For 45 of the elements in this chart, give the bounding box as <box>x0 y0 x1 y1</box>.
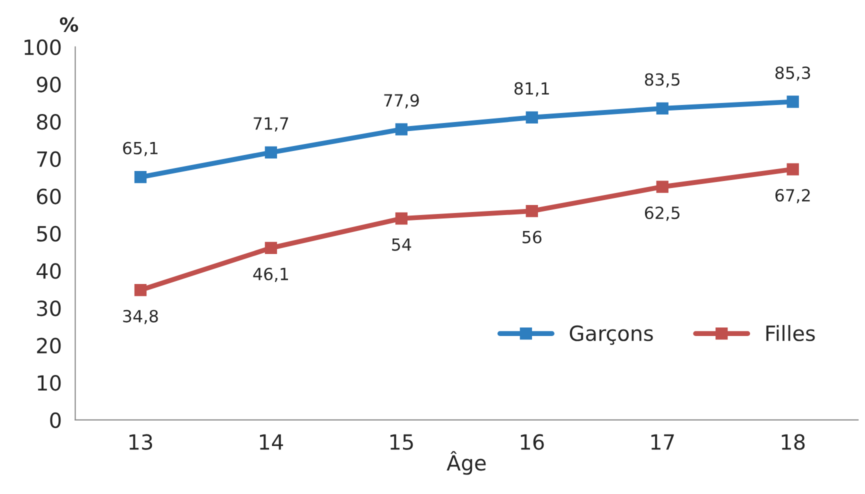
data-label: 54 <box>392 238 412 251</box>
data-label: 77,9 <box>384 94 419 108</box>
y-tick-label: 70 <box>37 151 61 168</box>
y-tick-label: 100 <box>24 39 61 56</box>
legend-label: Filles <box>766 325 815 342</box>
y-axis-title: % <box>60 17 78 32</box>
point <box>395 123 408 136</box>
x-tick-label: 13 <box>130 434 152 450</box>
point <box>134 284 147 296</box>
y-tick-label: 30 <box>37 300 61 316</box>
x-tick-label: 15 <box>390 434 413 450</box>
data-label: 34,8 <box>123 310 158 324</box>
point <box>656 102 668 115</box>
x-tick-label: 18 <box>782 434 805 450</box>
y-tick-label: 90 <box>36 76 61 92</box>
data-label: 83,5 <box>644 73 680 88</box>
data-label: 46,1 <box>253 268 288 282</box>
data-label: 81,1 <box>514 82 549 96</box>
y-tick-label: 80 <box>36 114 61 130</box>
point <box>526 204 538 218</box>
data-label: 62,5 <box>644 206 680 221</box>
x-tick-label: 17 <box>651 434 674 450</box>
x-tick-label: 16 <box>520 434 544 450</box>
x-tick-label: 14 <box>260 434 284 450</box>
point <box>395 212 408 225</box>
point <box>134 171 147 184</box>
y-tick-label: 0 <box>50 412 61 428</box>
y-tick-label: 60 <box>37 188 61 204</box>
data-label: 71,7 <box>254 117 288 132</box>
point <box>264 242 278 254</box>
data-label: 56 <box>522 230 542 244</box>
point <box>656 180 668 193</box>
data-label: 85,3 <box>775 66 810 81</box>
x-axis-title: Âge <box>446 451 486 475</box>
y-tick-label: 20 <box>37 338 61 354</box>
y-tick-label: 50 <box>37 226 61 242</box>
data-label: 65,1 <box>123 142 158 156</box>
point <box>786 163 799 176</box>
legend-label: Garçons <box>570 325 653 345</box>
point <box>264 146 278 159</box>
point <box>526 111 538 124</box>
y-tick-label: 40 <box>36 263 61 279</box>
point <box>786 96 799 108</box>
y-tick-label: 10 <box>38 375 61 391</box>
data-label: 67,2 <box>775 189 810 204</box>
